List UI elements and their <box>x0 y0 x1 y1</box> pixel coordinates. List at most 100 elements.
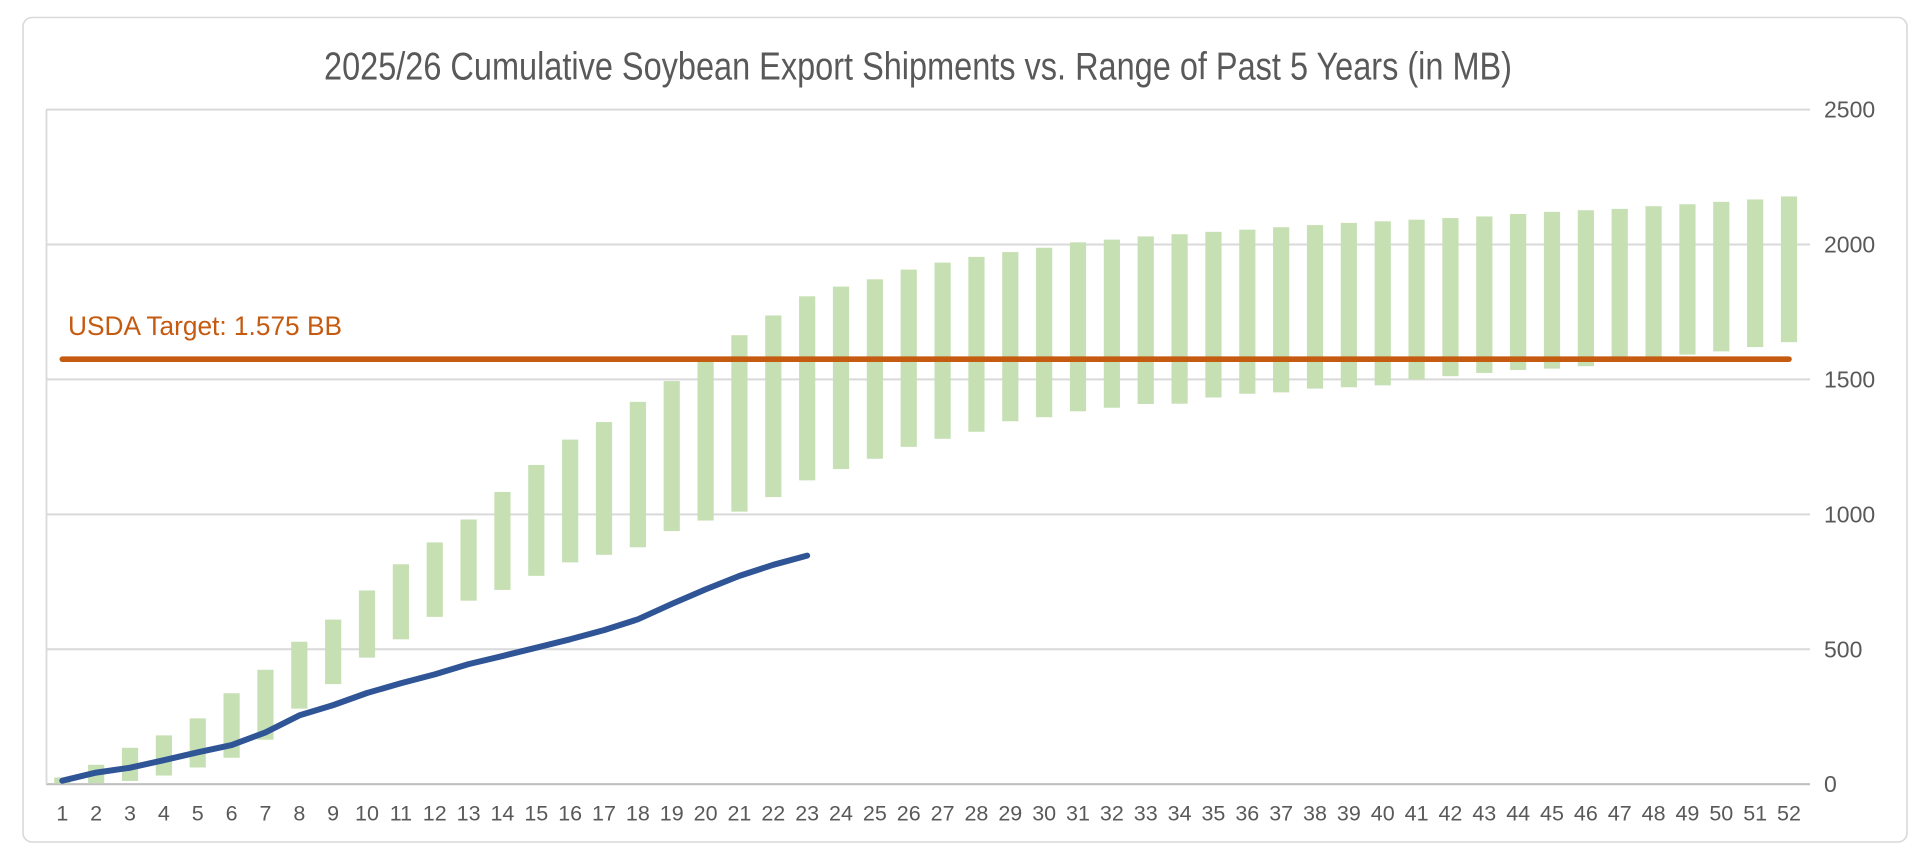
y-tick-label-1500: 1500 <box>1824 366 1875 392</box>
x-tick-label-35: 35 <box>1201 802 1225 826</box>
range-bar-week-24 <box>832 286 850 470</box>
range-bars-group <box>54 196 1798 784</box>
range-bar-week-33 <box>1137 236 1154 404</box>
range-bar-week-40 <box>1374 221 1391 386</box>
x-tick-label-39: 39 <box>1337 802 1361 826</box>
x-tick-label-3: 3 <box>124 802 136 826</box>
x-tick-label-11: 11 <box>390 802 412 826</box>
range-bar-week-34 <box>1171 234 1188 404</box>
range-bar-week-22 <box>765 315 782 498</box>
x-tick-label-13: 13 <box>457 802 481 826</box>
x-tick-label-16: 16 <box>558 802 582 826</box>
x-tick-label-21: 21 <box>727 802 751 826</box>
range-bar-week-50 <box>1713 201 1730 352</box>
y-tick-label-0: 0 <box>1824 771 1837 797</box>
range-bar-week-45 <box>1543 211 1561 369</box>
x-tick-label-34: 34 <box>1168 802 1192 826</box>
range-bar-week-19 <box>663 381 680 532</box>
range-bar-week-44 <box>1510 214 1527 370</box>
x-tick-label-50: 50 <box>1709 802 1733 826</box>
x-tick-label-49: 49 <box>1675 802 1699 826</box>
range-bar-week-29 <box>1002 252 1019 422</box>
x-tick-label-5: 5 <box>192 802 204 826</box>
y-tick-label-1000: 1000 <box>1824 501 1875 527</box>
usda-target-label: USDA Target: 1.575 BB <box>68 311 342 341</box>
x-tick-label-47: 47 <box>1608 802 1632 826</box>
x-tick-label-40: 40 <box>1371 802 1395 826</box>
x-tick-label-18: 18 <box>626 802 650 826</box>
x-tick-label-4: 4 <box>158 802 170 826</box>
range-bar-week-49 <box>1679 204 1696 355</box>
x-tick-label-52: 52 <box>1777 802 1801 826</box>
y-axis-labels: 0 500 1000 1500 2000 2500 <box>1824 97 1875 798</box>
x-tick-label-41: 41 <box>1405 802 1429 826</box>
x-tick-label-37: 37 <box>1269 802 1293 826</box>
range-bar-week-35 <box>1205 231 1222 398</box>
range-bar-week-8 <box>291 641 308 709</box>
range-bar-week-38 <box>1306 225 1324 389</box>
range-bar-week-16 <box>562 439 579 563</box>
range-bar-week-47 <box>1611 208 1628 360</box>
x-tick-label-24: 24 <box>829 802 853 826</box>
x-tick-label-22: 22 <box>761 802 785 826</box>
x-tick-label-28: 28 <box>964 802 988 826</box>
range-bar-week-52 <box>1780 196 1798 343</box>
range-bar-week-27 <box>934 262 951 439</box>
x-tick-label-29: 29 <box>998 802 1022 826</box>
range-bar-week-41 <box>1408 219 1425 380</box>
x-tick-label-12: 12 <box>423 802 447 826</box>
x-tick-label-15: 15 <box>524 802 548 826</box>
range-bar-week-30 <box>1036 247 1053 418</box>
x-tick-label-23: 23 <box>795 802 819 826</box>
x-tick-label-19: 19 <box>660 802 684 826</box>
x-tick-label-48: 48 <box>1642 802 1666 826</box>
range-bar-week-21 <box>731 335 748 512</box>
range-bar-week-3 <box>121 747 139 781</box>
range-bar-week-17 <box>595 422 613 555</box>
range-bar-week-25 <box>866 279 883 459</box>
y-tick-label-2500: 2500 <box>1824 97 1875 123</box>
x-tick-label-2: 2 <box>90 802 102 826</box>
range-bar-week-48 <box>1645 206 1662 358</box>
y-tick-label-2000: 2000 <box>1824 232 1875 258</box>
x-tick-label-25: 25 <box>863 802 887 826</box>
range-bar-week-32 <box>1103 239 1120 408</box>
range-bar-week-28 <box>968 256 985 432</box>
y-tick-label-500: 500 <box>1824 636 1862 662</box>
range-bar-week-13 <box>460 519 477 601</box>
x-tick-label-6: 6 <box>226 802 238 826</box>
x-tick-label-1: 1 <box>56 802 68 826</box>
x-axis-labels: 1 2 3 4 5 6 7 8 9 10 11 12 13 14 15 16 17 18 19 20 21 22 23 24 2… <box>56 802 1801 826</box>
x-tick-label-9: 9 <box>327 802 339 826</box>
x-tick-label-32: 32 <box>1100 802 1124 826</box>
chart-frame <box>22 16 1908 843</box>
x-tick-label-45: 45 <box>1540 802 1564 826</box>
x-tick-label-31: 31 <box>1066 802 1090 826</box>
range-bar-week-4 <box>155 735 172 776</box>
range-bar-week-18 <box>629 401 646 548</box>
x-tick-label-44: 44 <box>1506 802 1530 826</box>
x-tick-label-14: 14 <box>490 802 514 826</box>
range-bar-week-20 <box>697 361 714 521</box>
x-tick-label-7: 7 <box>259 802 271 826</box>
x-tick-label-10: 10 <box>355 802 379 826</box>
cumulative-shipments-line <box>59 552 811 784</box>
x-tick-label-46: 46 <box>1574 802 1598 826</box>
range-bar-week-14 <box>494 491 511 590</box>
x-tick-label-33: 33 <box>1134 802 1158 826</box>
x-tick-label-36: 36 <box>1235 802 1259 826</box>
x-tick-label-38: 38 <box>1303 802 1327 826</box>
range-bar-week-23 <box>799 296 816 481</box>
range-bar-week-36 <box>1239 229 1256 394</box>
x-tick-label-30: 30 <box>1032 802 1056 826</box>
range-bar-week-9 <box>325 619 342 685</box>
x-tick-label-42: 42 <box>1438 802 1462 826</box>
range-bar-week-39 <box>1340 222 1357 388</box>
range-bar-week-7 <box>257 669 274 740</box>
range-bar-week-12 <box>426 542 443 617</box>
x-tick-label-26: 26 <box>897 802 921 826</box>
range-bar-week-15 <box>528 464 545 576</box>
x-tick-label-17: 17 <box>592 802 616 826</box>
range-bar-week-51 <box>1747 199 1764 348</box>
